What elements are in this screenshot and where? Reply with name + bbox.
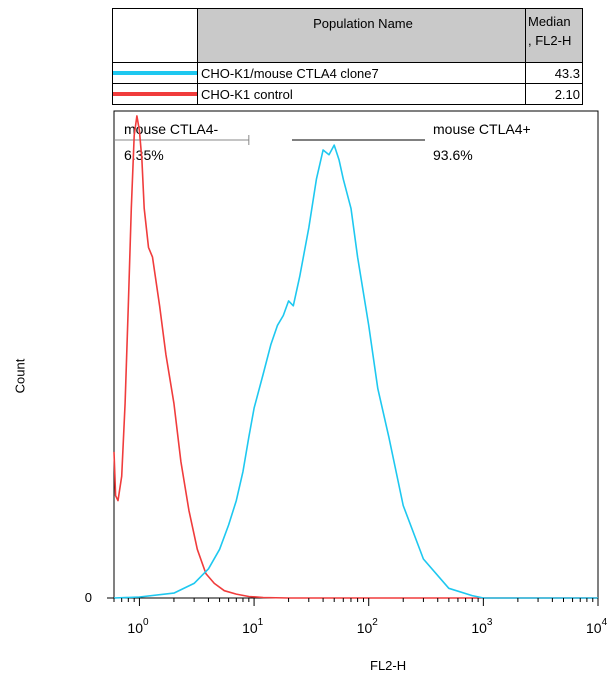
- x-tick-label: 100: [127, 617, 149, 636]
- legend-table: Population Name Median , FL2-H CHO-K1/mo…: [112, 8, 583, 105]
- y-tick-label: 0: [85, 590, 92, 605]
- gate-label: mouse CTLA4-: [124, 121, 218, 137]
- gate-percent: 6.35%: [124, 147, 164, 163]
- x-tick-label: 103: [471, 617, 493, 636]
- legend-row-name: CHO-K1/mouse CTLA4 clone7: [197, 62, 526, 84]
- legend-header-swatch-cell: [112, 8, 198, 63]
- legend-row: CHO-K1/mouse CTLA4 clone7 43.3: [112, 62, 583, 84]
- legend-header-median-line2: , FL2-H: [528, 33, 572, 48]
- legend-row: CHO-K1 control 2.10: [112, 83, 583, 105]
- legend-row-name: CHO-K1 control: [197, 83, 526, 105]
- plot-frame: [113, 110, 599, 599]
- x-tick-label: 101: [242, 617, 264, 636]
- x-tick-label: 102: [357, 617, 379, 636]
- x-tick-label: 104: [586, 617, 608, 636]
- gate-label: mouse CTLA4+: [433, 121, 531, 137]
- gate-percent: 93.6%: [433, 147, 473, 163]
- legend-row-median: 43.3: [525, 62, 583, 84]
- legend-row-median: 2.10: [525, 83, 583, 105]
- legend-swatch-red: [113, 92, 197, 96]
- series-line: [113, 144, 598, 599]
- legend-header-median: Median , FL2-H: [525, 8, 583, 63]
- series-line: [113, 115, 598, 599]
- legend-header-median-line1: Median: [528, 14, 571, 29]
- x-axis-label: FL2-H: [370, 658, 407, 673]
- legend-swatch-blue: [113, 71, 197, 75]
- y-axis-label: Count: [12, 358, 28, 394]
